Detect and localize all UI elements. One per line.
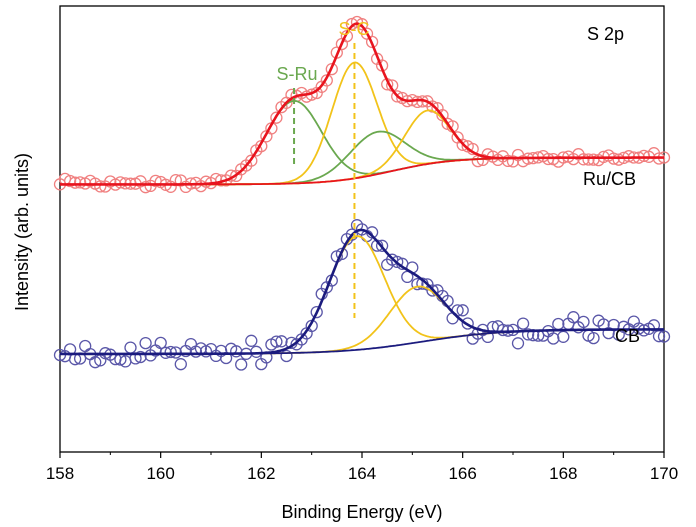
data-point-rucb — [325, 62, 338, 76]
data-point-rucb — [270, 111, 283, 124]
data-point-cb — [587, 331, 600, 345]
data-point-cb — [461, 317, 474, 330]
data-point-rucb — [94, 180, 107, 193]
data-point-cb — [547, 332, 560, 345]
data-point-cb — [577, 315, 590, 329]
x-axis-ticks: 158 160 162 164 166 168 170 — [46, 452, 678, 483]
annotation-label-s-c: S-C — [339, 19, 370, 39]
x-tick-label-164: 164 — [348, 464, 376, 483]
data-point-cb — [426, 284, 439, 297]
data-point-cb — [275, 335, 288, 348]
data-point-cb — [506, 323, 520, 337]
data-point-cb — [89, 356, 102, 369]
data-point-rucb — [622, 150, 635, 163]
y-axis-label: Intensity (arb. units) — [12, 153, 32, 311]
data-point-cb — [335, 247, 349, 261]
data-point-cb — [164, 345, 177, 359]
data-point-rucb — [365, 35, 379, 49]
data-point-cb — [391, 255, 404, 269]
data-point-cb — [280, 349, 293, 363]
data-point-cb — [270, 335, 283, 348]
data-point-cb — [79, 339, 92, 353]
data-point-cb — [567, 311, 580, 324]
data-point-cb — [345, 228, 359, 241]
x-tick-label-162: 162 — [247, 464, 275, 483]
data-point-rucb — [577, 153, 590, 166]
data-point-cb — [456, 304, 469, 317]
data-point-cb — [154, 336, 167, 350]
x-tick-label-170: 170 — [650, 464, 678, 483]
component-peak-cb-0 — [60, 235, 664, 355]
data-point-cb — [521, 328, 535, 341]
annotation-label-s-ru: S-Ru — [276, 64, 317, 84]
data-point-rucb — [245, 154, 258, 167]
data-point-rucb — [114, 176, 127, 189]
data-point-cb — [174, 358, 187, 371]
data-point-rucb — [501, 154, 515, 168]
spectrum-cb — [53, 219, 671, 371]
x-tick-label-158: 158 — [46, 464, 74, 483]
data-point-cb — [652, 330, 666, 343]
data-point-rucb — [68, 176, 82, 189]
data-point-cb — [310, 305, 323, 319]
data-point-cb — [552, 317, 565, 331]
x-tick-label-168: 168 — [549, 464, 577, 483]
annotation-layer — [293, 43, 356, 318]
series-label-cb: CB — [615, 326, 640, 346]
data-point-cb — [245, 334, 258, 347]
spectrum-rucb — [53, 15, 671, 194]
data-point-cb — [516, 317, 530, 330]
data-point-cb — [235, 358, 248, 371]
component-peak-rucb-0 — [60, 99, 664, 186]
data-point-rucb — [63, 174, 77, 188]
data-point-cb — [411, 277, 424, 291]
x-axis-label: Binding Energy (eV) — [281, 502, 442, 522]
x-tick-label-166: 166 — [448, 464, 476, 483]
data-point-rucb — [139, 181, 152, 194]
fit-envelope-cb — [60, 228, 664, 356]
series-layer — [53, 15, 671, 371]
fit-envelope-rucb — [60, 22, 664, 186]
x-tick-label-160: 160 — [146, 464, 174, 483]
data-point-cb — [557, 330, 570, 343]
data-point-cb — [250, 345, 263, 358]
data-point-rucb — [582, 153, 595, 166]
component-peak-rucb-1 — [60, 61, 664, 186]
data-point-cb — [375, 239, 389, 252]
data-point-cb — [496, 323, 510, 337]
chart-title: S 2p — [587, 24, 624, 44]
data-point-cb — [511, 337, 525, 350]
data-point-rucb — [73, 176, 87, 189]
data-point-cb — [139, 336, 152, 350]
data-point-cb — [647, 319, 661, 332]
data-point-rucb — [456, 138, 469, 151]
data-point-rucb — [391, 90, 404, 103]
series-label-rucb: Ru/CB — [583, 169, 636, 189]
data-point-cb — [657, 330, 671, 343]
data-point-cb — [124, 341, 137, 354]
